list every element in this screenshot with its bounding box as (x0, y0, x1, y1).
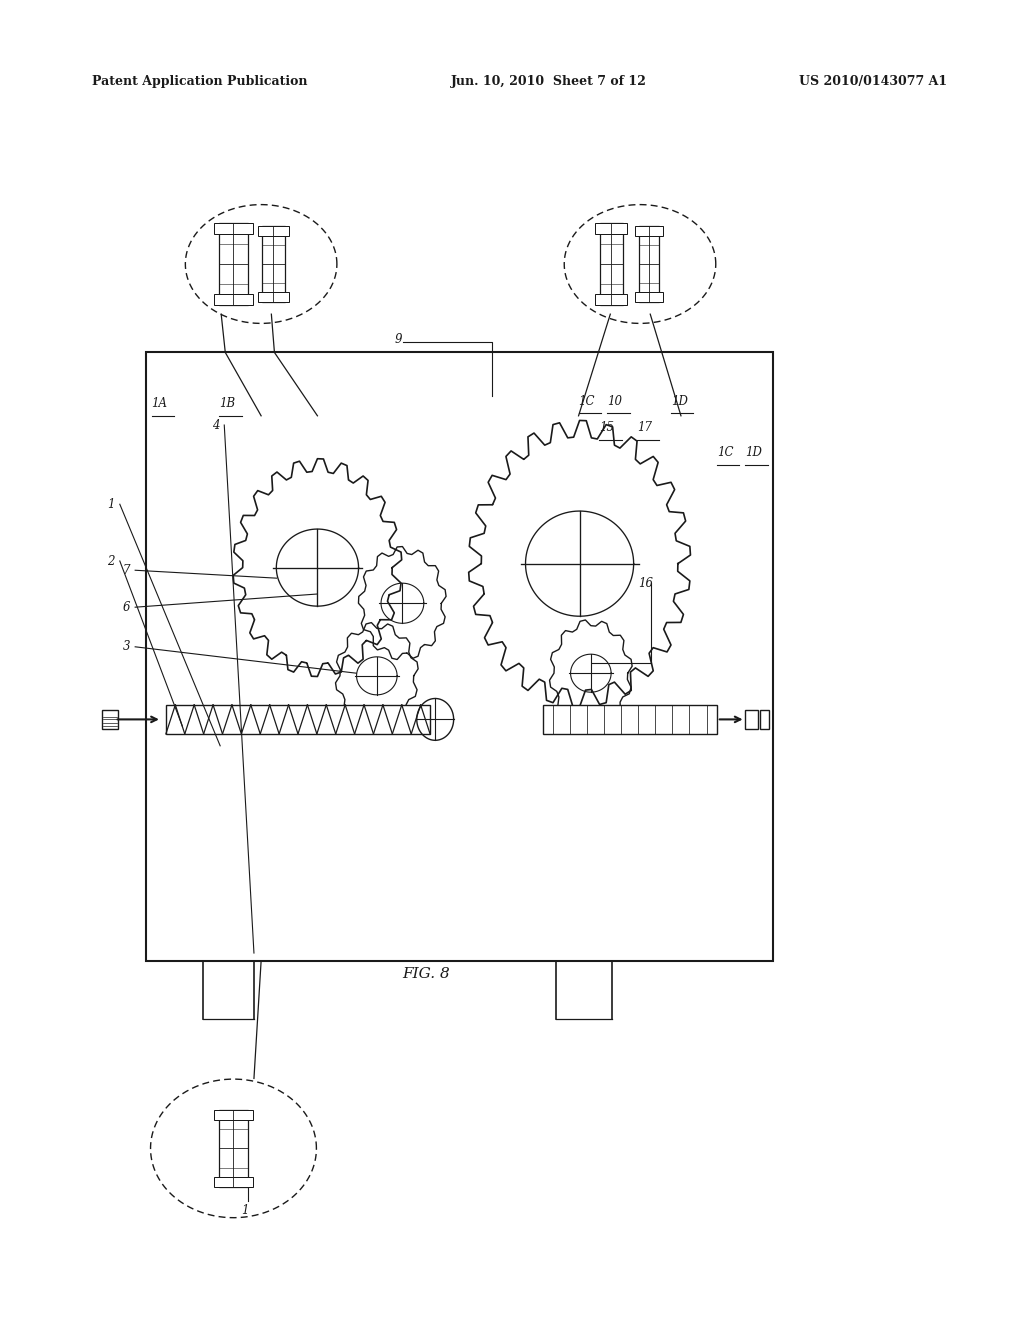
Text: 2: 2 (108, 554, 115, 568)
Bar (760, 710, 769, 729)
Text: 17: 17 (637, 421, 652, 434)
Bar (166, 705, 430, 734)
Text: Jun. 10, 2010  Sheet 7 of 12: Jun. 10, 2010 Sheet 7 of 12 (451, 75, 646, 88)
Text: 1B: 1B (219, 397, 236, 411)
Text: FIG. 8: FIG. 8 (402, 968, 451, 981)
Text: 4: 4 (212, 418, 219, 432)
Text: 1: 1 (108, 498, 115, 511)
Bar (595, 294, 628, 305)
Bar (745, 710, 758, 729)
Text: 15: 15 (599, 421, 614, 434)
Text: 1: 1 (242, 1204, 249, 1217)
Bar (219, 1110, 248, 1187)
Text: Patent Application Publication: Patent Application Publication (92, 75, 307, 88)
Bar (214, 223, 253, 234)
Bar (219, 223, 248, 305)
Bar (639, 226, 659, 302)
Text: 3: 3 (123, 640, 130, 653)
Bar (635, 226, 664, 236)
Bar (214, 1176, 253, 1187)
Text: 10: 10 (607, 395, 623, 408)
Bar (635, 292, 664, 302)
Bar (257, 226, 290, 236)
Bar (214, 294, 253, 305)
Bar (214, 1110, 253, 1121)
Text: 1C: 1C (579, 395, 595, 408)
Bar (146, 352, 773, 961)
Bar (262, 226, 285, 302)
Text: US 2010/0143077 A1: US 2010/0143077 A1 (799, 75, 947, 88)
Bar (600, 223, 623, 305)
Text: 1D: 1D (671, 395, 687, 408)
Bar (543, 705, 717, 734)
Text: 1A: 1A (152, 397, 168, 411)
Bar (595, 223, 628, 234)
Text: 7: 7 (123, 564, 130, 577)
Text: 1D: 1D (745, 446, 762, 459)
Text: 9: 9 (394, 333, 401, 346)
Text: 1C: 1C (717, 446, 733, 459)
Text: 6: 6 (123, 601, 130, 614)
Text: 16: 16 (638, 577, 653, 590)
Bar (102, 710, 118, 729)
Bar (257, 292, 290, 302)
